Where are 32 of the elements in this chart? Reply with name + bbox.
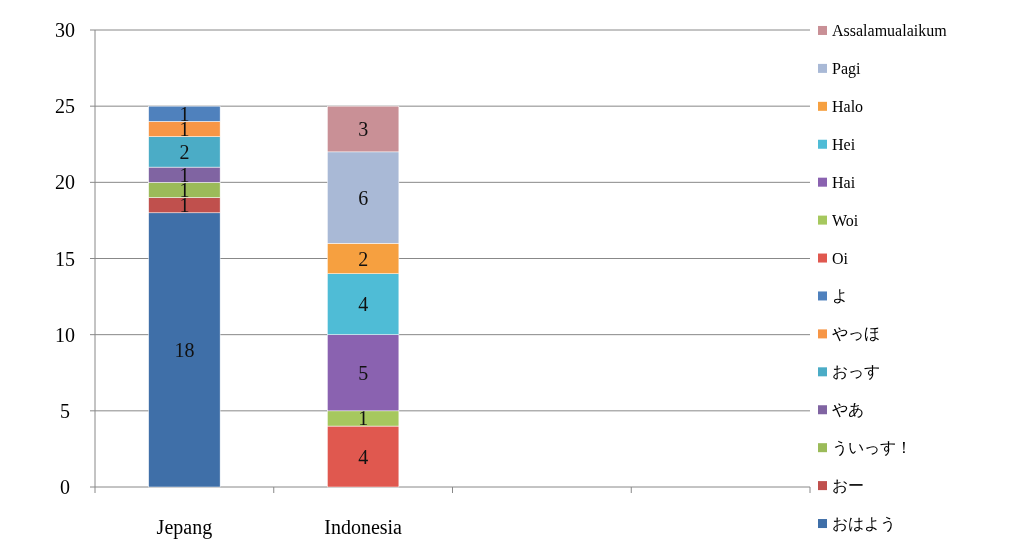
y-tick-label: 25 [55, 95, 75, 118]
legend-label: おっす [832, 363, 880, 381]
legend-label: やあ [832, 401, 864, 419]
y-tick-label: 0 [60, 476, 70, 498]
y-tick-label: 20 [55, 171, 75, 194]
data-label: 18 [174, 338, 195, 361]
legend-label: よ [832, 287, 848, 305]
y-tick-label: 10 [55, 323, 75, 346]
legend-label: やっほ [832, 325, 880, 343]
data-label: 2 [358, 247, 369, 270]
legend-label: おはよう [832, 515, 896, 534]
data-label: 4 [358, 293, 369, 316]
data-label: 4 [358, 445, 369, 468]
legend-label: Woi [832, 211, 859, 229]
legend-label: おー [832, 477, 864, 495]
data-label: 5 [358, 361, 369, 384]
data-label: 1 [358, 407, 369, 430]
legend-label: Pagi [832, 59, 861, 78]
legend-label: Hai [832, 173, 856, 191]
legend-label: Halo [832, 97, 864, 115]
data-label: 2 [179, 140, 190, 163]
legend-label: Assalamualaikum [832, 21, 948, 39]
x-tick-label: Jepang [156, 516, 213, 539]
legend-label: Hei [832, 135, 856, 153]
y-tick-label: 30 [55, 19, 75, 41]
legend-label: ういっす！ [832, 439, 912, 458]
data-label: 6 [358, 186, 369, 209]
y-tick-label: 15 [55, 247, 75, 270]
x-tick-label: Indonesia [324, 516, 403, 538]
legend-label: Oi [832, 249, 849, 267]
data-label: 3 [358, 118, 369, 141]
y-tick-label: 5 [60, 399, 70, 422]
